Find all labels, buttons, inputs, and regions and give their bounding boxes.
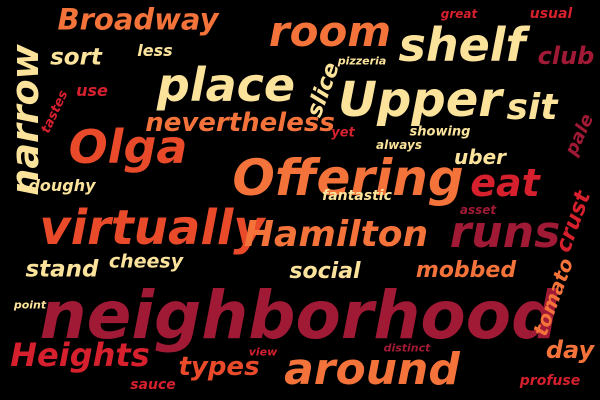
word-club: club <box>537 42 595 70</box>
word-heights: Heights <box>10 336 150 374</box>
word-shelf: shelf <box>398 18 526 72</box>
word-sort: sort <box>50 44 102 71</box>
word-distinct: distinct <box>383 341 431 355</box>
word-pale: pale <box>560 110 599 159</box>
word-broadway: Broadway <box>57 2 219 37</box>
word-narrow: narrow <box>3 44 47 196</box>
word-runs: runs <box>449 207 561 258</box>
word-fantastic: fantastic <box>322 188 392 204</box>
word-crust: crust <box>550 187 597 256</box>
word-use: use <box>76 81 108 100</box>
word-social: social <box>289 259 361 284</box>
word-showing: showing <box>409 124 471 140</box>
word-sauce: sauce <box>130 377 176 393</box>
word-always: always <box>376 138 422 152</box>
word-hamilton: Hamilton <box>243 214 429 255</box>
word-uber: uber <box>454 145 506 169</box>
word-stand: stand <box>25 256 99 283</box>
word-asset: asset <box>459 203 497 217</box>
word-mobbed: mobbed <box>415 258 517 283</box>
word-neighborhood: neighborhood <box>39 277 559 354</box>
word-room: room <box>268 7 392 56</box>
word-sit: sit <box>506 87 558 128</box>
word-eat: eat <box>470 161 540 205</box>
word-view: view <box>248 345 278 359</box>
word-olga: Olga <box>68 120 188 174</box>
word-great: great <box>440 7 478 21</box>
word-around: around <box>284 344 460 395</box>
word-cheesy: cheesy <box>108 250 184 273</box>
word-nevertheless: nevertheless <box>145 108 335 138</box>
word-pizzeria: pizzeria <box>337 54 387 68</box>
word-point: point <box>13 298 47 312</box>
word-profuse: profuse <box>519 373 581 389</box>
word-less: less <box>137 41 173 60</box>
word-yet: yet <box>331 125 355 141</box>
word-usual: usual <box>529 6 573 22</box>
word-place: place <box>156 58 296 112</box>
word-virtually: virtually <box>39 200 265 256</box>
word-types: types <box>178 352 260 382</box>
word-day: day <box>545 336 595 364</box>
word-offering: Offering <box>232 149 464 207</box>
word-upper: Upper <box>338 72 502 128</box>
word-doughy: doughy <box>28 176 96 195</box>
